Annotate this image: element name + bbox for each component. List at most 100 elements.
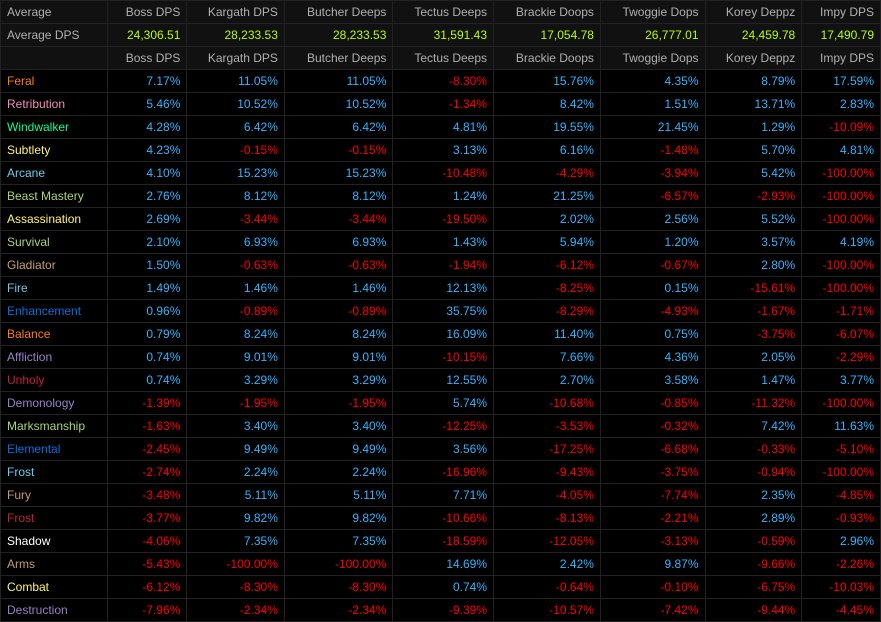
pct-cell: 5.52% [705,208,802,231]
spec-label: Frost [1,461,108,484]
pct-cell: 2.96% [802,530,881,553]
pct-cell: 13.71% [705,93,802,116]
spec-label: Fire [1,277,108,300]
pct-cell: -9.44% [705,599,802,622]
pct-cell: -6.07% [802,323,881,346]
pct-cell: 1.46% [284,277,392,300]
pct-cell: -100.00% [802,392,881,415]
subcol-header: Brackie Doops [494,47,601,70]
table-row: Retribution5.46%10.52%10.52%-1.34%8.42%1… [1,93,881,116]
pct-cell: -0.89% [284,300,392,323]
pct-cell: 6.16% [494,139,601,162]
spec-label: Fury [1,484,108,507]
pct-cell: -0.10% [600,576,705,599]
pct-cell: -100.00% [187,553,285,576]
pct-cell: 7.42% [705,415,802,438]
pct-cell: 1.43% [393,231,494,254]
pct-cell: 0.74% [107,346,186,369]
pct-cell: 3.13% [393,139,494,162]
avg-value: 17,054.78 [494,24,601,47]
pct-cell: 9.01% [187,346,285,369]
pct-cell: -10.68% [494,392,601,415]
pct-cell: 11.63% [802,415,881,438]
spec-label: Windwalker [1,116,108,139]
pct-cell: -9.66% [705,553,802,576]
pct-cell: -8.25% [494,277,601,300]
pct-cell: -3.44% [187,208,285,231]
pct-cell: 8.12% [284,185,392,208]
table-row: Affliction0.74%9.01%9.01%-10.15%7.66%4.3… [1,346,881,369]
pct-cell: -3.77% [107,507,186,530]
pct-cell: -6.75% [705,576,802,599]
pct-cell: 2.05% [705,346,802,369]
spec-label: Combat [1,576,108,599]
pct-cell: -10.66% [393,507,494,530]
pct-cell: -0.64% [494,576,601,599]
pct-cell: -1.34% [393,93,494,116]
pct-cell: 3.57% [705,231,802,254]
pct-cell: -15.61% [705,277,802,300]
pct-cell: 1.29% [705,116,802,139]
pct-cell: -10.57% [494,599,601,622]
pct-cell: -0.63% [187,254,285,277]
spec-label: Gladiator [1,254,108,277]
table-row: Assassination2.69%-3.44%-3.44%-19.50%2.0… [1,208,881,231]
pct-cell: -2.34% [187,599,285,622]
pct-cell: -0.59% [705,530,802,553]
pct-cell: 6.93% [284,231,392,254]
table-row: Enhancement0.96%-0.89%-0.89%35.75%-8.29%… [1,300,881,323]
pct-cell: -0.89% [187,300,285,323]
pct-cell: 9.49% [284,438,392,461]
pct-cell: -7.96% [107,599,186,622]
pct-cell: -7.74% [600,484,705,507]
pct-cell: -100.00% [802,277,881,300]
pct-cell: 4.19% [802,231,881,254]
pct-cell: -0.33% [705,438,802,461]
spec-label: Destruction [1,599,108,622]
pct-cell: 1.46% [187,277,285,300]
avg-value: 24,306.51 [107,24,186,47]
pct-cell: -8.30% [284,576,392,599]
pct-cell: -1.39% [107,392,186,415]
pct-cell: 3.56% [393,438,494,461]
pct-cell: 2.24% [284,461,392,484]
dps-table: Average Boss DPSKargath DPSButcher DeepsT… [0,0,881,622]
pct-cell: -0.67% [600,254,705,277]
spec-label: Balance [1,323,108,346]
pct-cell: 8.79% [705,70,802,93]
pct-cell: -3.53% [494,415,601,438]
pct-cell: 4.36% [600,346,705,369]
pct-cell: 5.70% [705,139,802,162]
table-row: Survival2.10%6.93%6.93%1.43%5.94%1.20%3.… [1,231,881,254]
pct-cell: -0.32% [600,415,705,438]
pct-cell: 12.55% [393,369,494,392]
pct-cell: -10.48% [393,162,494,185]
table-row: Gladiator1.50%-0.63%-0.63%-1.94%-6.12%-0… [1,254,881,277]
pct-cell: 5.94% [494,231,601,254]
table-row: Fire1.49%1.46%1.46%12.13%-8.25%0.15%-15.… [1,277,881,300]
pct-cell: -4.45% [802,599,881,622]
table-row: Demonology-1.39%-1.95%-1.95%5.74%-10.68%… [1,392,881,415]
pct-cell: -12.05% [494,530,601,553]
pct-cell: 7.71% [393,484,494,507]
pct-cell: 12.13% [393,277,494,300]
pct-cell: -4.05% [494,484,601,507]
subheader-row: Boss DPSKargath DPSButcher DeepsTectus D… [1,47,881,70]
col-header: Tectus Deeps [393,1,494,24]
col-label: Average [1,1,108,24]
pct-cell: 4.10% [107,162,186,185]
pct-cell: -3.48% [107,484,186,507]
table-row: Beast Mastery2.76%8.12%8.12%1.24%21.25%-… [1,185,881,208]
pct-cell: 19.55% [494,116,601,139]
spec-label: Survival [1,231,108,254]
pct-cell: 4.28% [107,116,186,139]
pct-cell: -8.30% [187,576,285,599]
pct-cell: -4.06% [107,530,186,553]
pct-cell: -0.94% [705,461,802,484]
pct-cell: -4.85% [802,484,881,507]
pct-cell: -2.34% [284,599,392,622]
col-header: Boss DPS [107,1,186,24]
pct-cell: -18.59% [393,530,494,553]
table-row: Frost-3.77%9.82%9.82%-10.66%-8.13%-2.21%… [1,507,881,530]
pct-cell: 2.83% [802,93,881,116]
